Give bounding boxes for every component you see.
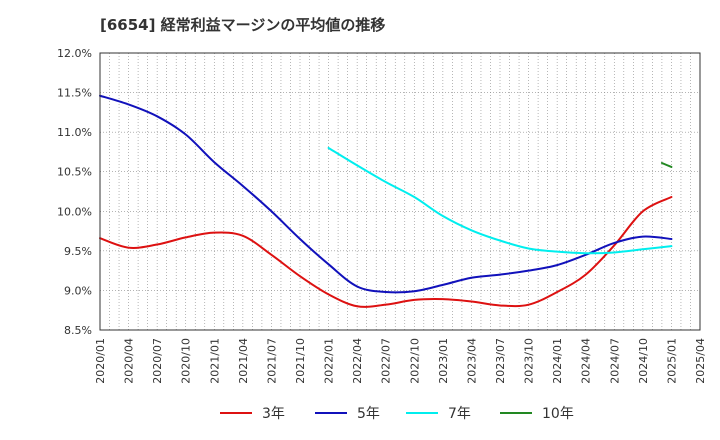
y-tick-label: 8.5% — [64, 324, 92, 337]
legend-label-3: 7年 — [448, 406, 471, 422]
x-tick-label: 2020/04 — [123, 338, 136, 384]
y-axis-ticks: 8.5% 9.0% 9.5% 10.0% 10.5% 11.0% 11.5% 12.0% — [57, 47, 92, 337]
chart-title: [6654] 経常利益マージンの平均値の推移 — [100, 16, 385, 34]
x-tick-label: 2025/04 — [694, 338, 707, 384]
x-tick-label: 2023/07 — [494, 338, 507, 384]
series-line-2 — [99, 94, 673, 294]
x-tick-label: 2020/01 — [94, 338, 107, 384]
legend-label-2: 5年 — [357, 406, 380, 422]
series-line-3 — [327, 146, 673, 255]
x-tick-label: 2023/04 — [465, 338, 478, 384]
x-tick-label: 2021/04 — [237, 338, 250, 384]
x-tick-label: 2024/04 — [580, 338, 593, 384]
plot-frame — [99, 52, 701, 331]
x-tick-label: 2022/07 — [380, 338, 393, 384]
y-tick-label: 10.0% — [57, 205, 92, 218]
x-tick-label: 2021/07 — [265, 338, 278, 384]
x-axis-ticks: 2020/01 2020/04 2020/07 2020/10 2021/01 2021/… — [94, 338, 707, 384]
grid — [100, 53, 700, 330]
x-tick-label: 2022/04 — [351, 338, 364, 384]
series-lines — [99, 94, 673, 308]
x-tick-label: 2023/01 — [437, 338, 450, 384]
x-tick-label: 2021/01 — [208, 338, 221, 384]
y-tick-label: 9.0% — [64, 284, 92, 297]
legend-label-4: 10年 — [542, 406, 574, 422]
x-tick-label: 2023/10 — [523, 338, 536, 384]
y-tick-label: 11.5% — [57, 87, 92, 100]
x-tick-label: 2025/01 — [665, 338, 678, 384]
legend: 3年 5年 7年 10年 — [220, 406, 574, 422]
x-tick-label: 2022/10 — [408, 338, 421, 384]
x-tick-label: 2024/07 — [608, 338, 621, 384]
series-line-1 — [99, 196, 673, 308]
x-tick-label: 2021/10 — [294, 338, 307, 384]
y-tick-label: 10.5% — [57, 166, 92, 179]
y-tick-label: 12.0% — [57, 47, 92, 60]
y-tick-label: 11.0% — [57, 126, 92, 139]
x-tick-label: 2024/01 — [551, 338, 564, 384]
x-tick-label: 2024/10 — [637, 338, 650, 384]
x-tick-label: 2020/07 — [151, 338, 164, 384]
series-line-4 — [660, 162, 673, 168]
y-tick-label: 9.5% — [64, 245, 92, 258]
x-tick-label: 2020/10 — [180, 338, 193, 384]
legend-label-1: 3年 — [262, 406, 285, 422]
x-tick-label: 2022/01 — [323, 338, 336, 384]
